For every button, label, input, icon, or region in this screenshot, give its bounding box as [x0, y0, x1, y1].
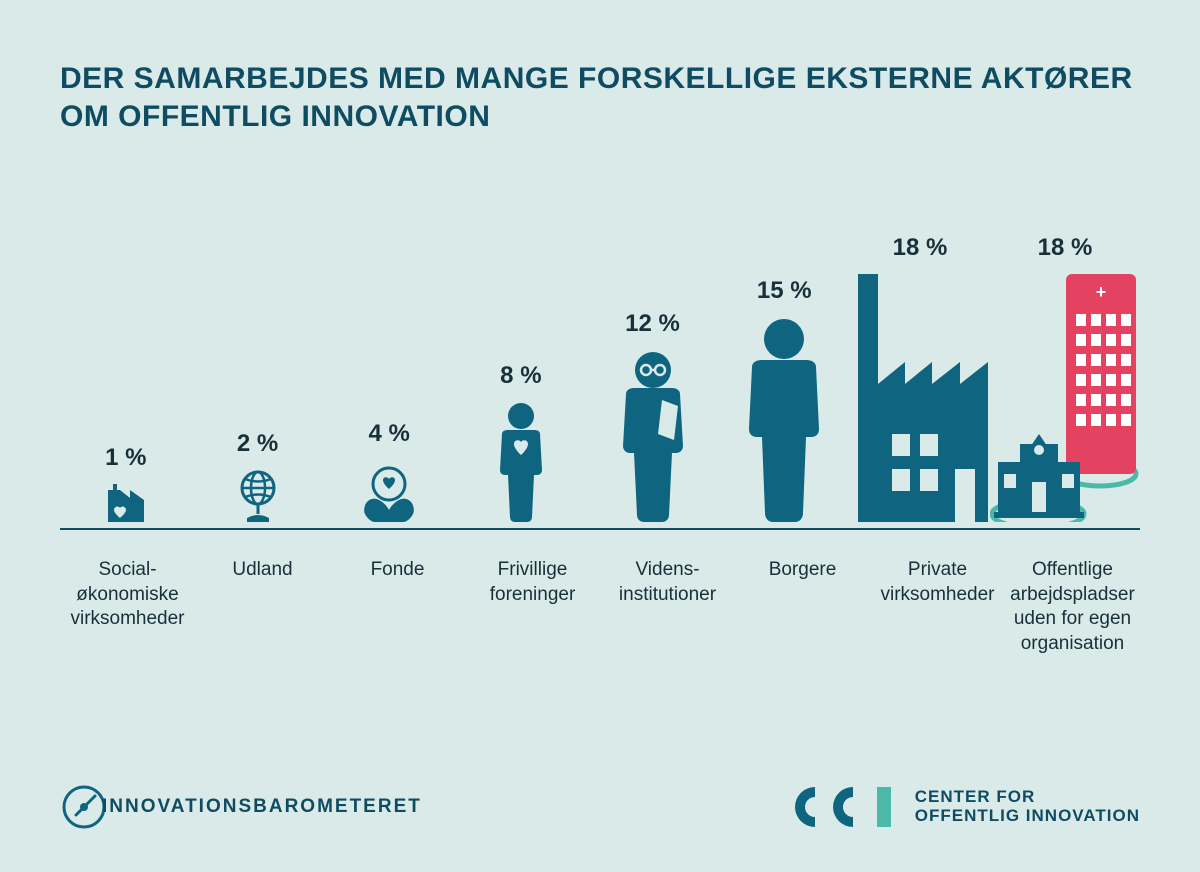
value-label: 1 %: [105, 444, 146, 472]
footer-left-label: INNOVATIONSBAROMETERET: [102, 796, 422, 818]
value-label: 12 %: [625, 310, 680, 338]
chart-item: 18 %: [850, 234, 990, 530]
value-label: 8 %: [500, 362, 541, 390]
category-label: Social-økonomiskevirksomheder: [60, 540, 195, 680]
footer-left-brand: INNOVATIONSBAROMETERET: [60, 783, 422, 831]
category-label: Borgere: [735, 540, 870, 680]
globe-icon: [237, 470, 279, 522]
footer-right-label: CENTER FOR OFFENTLIG INNOVATION: [915, 788, 1140, 825]
factory-heart-icon: [106, 484, 146, 522]
footer: INNOVATIONSBAROMETERET CENTER FOR OFFENT…: [60, 772, 1140, 842]
value-label: 2 %: [237, 430, 278, 458]
category-label: Privatevirksomheder: [870, 540, 1005, 680]
coi-logo-icon: [791, 783, 901, 831]
value-label: 18 %: [1038, 234, 1093, 262]
category-label: Udland: [195, 540, 330, 680]
person-glasses-icon: [608, 350, 698, 522]
chart-item: 18 % +: [990, 234, 1140, 530]
public-buildings-icon: +: [990, 274, 1140, 522]
chart: 1 % 2 %: [60, 200, 1140, 680]
factory-icon: [850, 274, 990, 522]
chart-item: 2 %: [192, 430, 324, 530]
x-axis: [60, 528, 1140, 530]
category-label: Videns-institutioner: [600, 540, 735, 680]
value-label: 18 %: [893, 234, 948, 262]
footer-right-brand: CENTER FOR OFFENTLIG INNOVATION: [791, 783, 1140, 831]
category-label: Fonde: [330, 540, 465, 680]
chart-item: 15 %: [718, 277, 850, 530]
chart-item: 1 %: [60, 444, 192, 530]
page-title: DER SAMARBEJDES MED MANGE FORSKELLIGE EK…: [60, 60, 1140, 135]
gauge-icon: [60, 783, 108, 831]
person-icon: [734, 317, 834, 522]
chart-item: 4 %: [323, 420, 455, 530]
svg-text:+: +: [1096, 282, 1107, 302]
value-label: 4 %: [369, 420, 410, 448]
category-labels: Social-økonomiskevirksomheder Udland Fon…: [60, 540, 1140, 680]
category-label: Frivilligeforeninger: [465, 540, 600, 680]
category-label: Offentligearbejdspladseruden for egenorg…: [1005, 540, 1140, 680]
hands-heart-icon: [361, 460, 417, 522]
chart-item: 8 %: [455, 362, 587, 530]
value-label: 15 %: [757, 277, 812, 305]
chart-item: 12 %: [587, 310, 719, 530]
person-heart-icon: [490, 402, 552, 522]
chart-items: 1 % 2 %: [60, 200, 1140, 530]
